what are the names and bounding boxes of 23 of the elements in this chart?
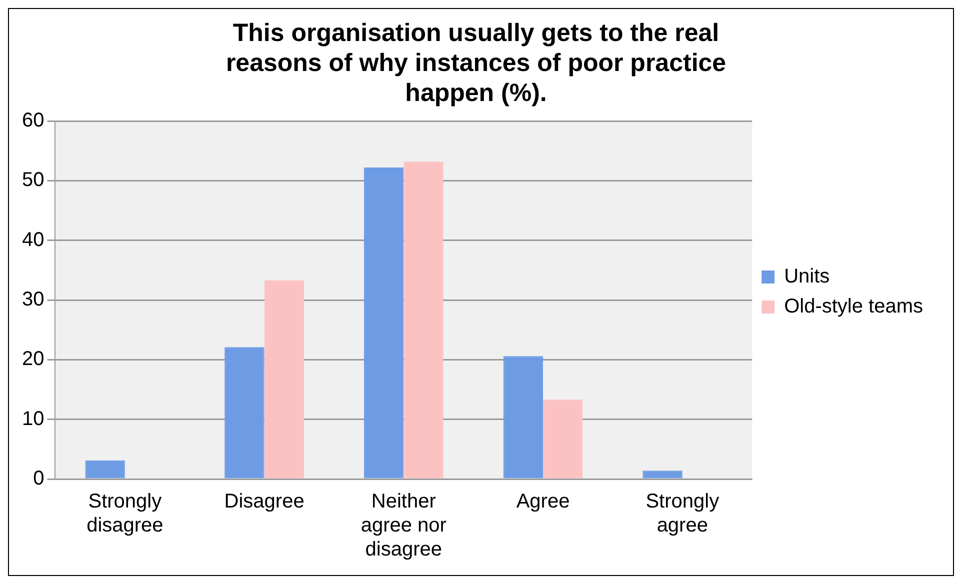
bar: [85, 460, 125, 478]
y-tick-label: 20: [22, 348, 44, 370]
chart-title: This organisation usually gets to the real reasons of why instances of poor practice happen (%).: [226, 18, 726, 107]
x-tick-label: Neither agree nor disagree: [360, 490, 447, 561]
bar: [264, 280, 304, 478]
bar: [642, 470, 682, 478]
y-tick-label: 40: [22, 228, 44, 251]
bar: [224, 347, 264, 478]
bar: [364, 168, 404, 478]
y-tick-label: 30: [22, 288, 44, 311]
legend-label: Units: [784, 266, 830, 288]
y-tick-label: 0: [33, 468, 44, 490]
bar: [404, 162, 444, 478]
bar: [503, 356, 544, 478]
legend-label: Old-style teams: [784, 296, 924, 318]
x-tick-label: Strongly agree: [646, 490, 720, 537]
x-tick-label: Disagree: [224, 490, 304, 513]
x-tick-label: Agree: [516, 490, 570, 513]
x-tick-label: Strongly disagree: [86, 490, 164, 537]
y-tick-label: 60: [22, 110, 44, 132]
bar: [543, 400, 583, 478]
y-tick-label: 10: [22, 408, 44, 430]
y-tick-label: 50: [22, 169, 44, 192]
